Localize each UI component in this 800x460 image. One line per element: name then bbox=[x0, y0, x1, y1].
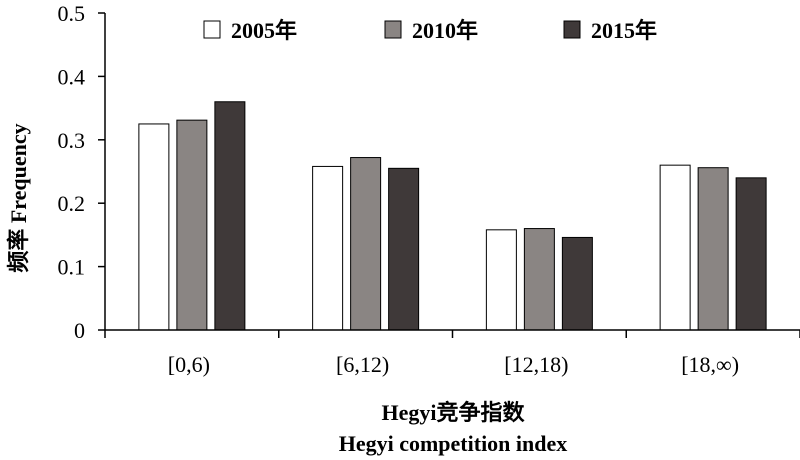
y-tick-label: 0.3 bbox=[58, 128, 86, 153]
y-axis-ticks: 0 0.1 0.2 0.3 0.4 0.5 bbox=[58, 1, 105, 343]
bar bbox=[312, 165, 344, 331]
legend-label: 2010年 bbox=[412, 18, 478, 43]
x-axis-title-cn: Hegyi竞争指数 bbox=[382, 400, 526, 425]
legend: 2005年 2010年 2015年 bbox=[203, 18, 657, 43]
y-tick-label: 0.4 bbox=[58, 64, 86, 89]
bars bbox=[138, 101, 767, 331]
bar bbox=[138, 123, 170, 331]
bar bbox=[388, 167, 420, 331]
legend-label: 2015年 bbox=[591, 18, 657, 43]
legend-swatch bbox=[563, 20, 581, 39]
y-axis-title: 频率 Frequency bbox=[6, 123, 31, 272]
x-tick-label: [6,12) bbox=[336, 352, 389, 377]
legend-label: 2005年 bbox=[231, 18, 297, 43]
bar bbox=[176, 119, 208, 331]
category-labels: [0,6) [6,12) [12,18) [18,∞) bbox=[168, 352, 739, 377]
legend-swatch bbox=[203, 20, 221, 39]
bar bbox=[214, 101, 246, 331]
y-tick-label: 0.1 bbox=[58, 255, 86, 280]
bar bbox=[659, 164, 691, 331]
x-axis-ticks bbox=[104, 330, 800, 338]
x-tick-label: [12,18) bbox=[504, 352, 568, 377]
bar bbox=[697, 167, 729, 331]
y-tick-label: 0.5 bbox=[58, 1, 86, 26]
bar bbox=[485, 229, 517, 331]
bar bbox=[350, 157, 382, 331]
x-axis-title-en: Hegyi competition index bbox=[339, 431, 568, 456]
y-tick-label: 0.2 bbox=[58, 191, 86, 216]
y-tick-label: 0 bbox=[74, 318, 85, 343]
bar bbox=[561, 236, 593, 331]
bar bbox=[735, 177, 767, 331]
legend-swatch bbox=[384, 20, 402, 39]
x-tick-label: [18,∞) bbox=[681, 352, 739, 377]
x-tick-label: [0,6) bbox=[168, 352, 210, 377]
bar bbox=[523, 228, 555, 331]
